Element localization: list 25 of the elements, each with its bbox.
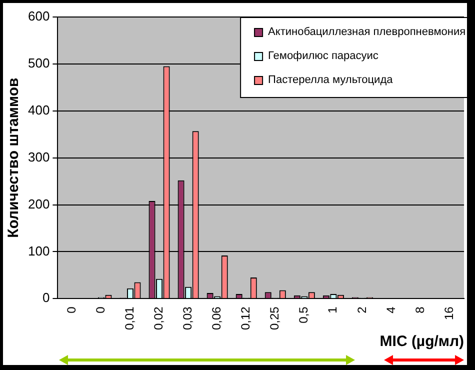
x-axis-title: MIC (µg/мл) bbox=[380, 333, 464, 350]
y-tick-label: 600 bbox=[28, 8, 50, 24]
x-tick-label: 0,01 bbox=[122, 306, 137, 330]
y-tick-label: 400 bbox=[28, 102, 50, 118]
x-tick-label: 2 bbox=[354, 306, 369, 314]
x-tick-label: 0,06 bbox=[210, 306, 224, 330]
x-tick-label: 0 bbox=[64, 306, 79, 314]
y-tick-label: 300 bbox=[28, 149, 50, 164]
x-tick-label: 0,12 bbox=[238, 306, 253, 330]
y-tick-label: 100 bbox=[28, 243, 50, 258]
x-tick-label: 0 bbox=[94, 306, 108, 314]
legend-label: Пастерелла мультоцида bbox=[268, 74, 394, 86]
x-tick-label: 0,5 bbox=[296, 306, 311, 324]
x-tick-label: 4 bbox=[384, 306, 398, 314]
x-tick-label: 0,02 bbox=[152, 306, 166, 330]
legend-label: Актинобациллезная плевропневмония bbox=[268, 26, 466, 38]
y-tick-label: 200 bbox=[28, 196, 50, 212]
y-axis-title: Количество штаммов bbox=[5, 78, 22, 238]
x-tick-label: 1 bbox=[326, 306, 340, 314]
x-tick-label: 0,25 bbox=[268, 306, 282, 330]
legend-label: Гемофилюс парасуис bbox=[268, 50, 379, 62]
y-tick-label: 500 bbox=[28, 56, 50, 71]
x-tick-label: 0,03 bbox=[180, 306, 195, 330]
x-tick-label: 8 bbox=[412, 306, 427, 314]
x-tick-label: 16 bbox=[442, 306, 456, 320]
